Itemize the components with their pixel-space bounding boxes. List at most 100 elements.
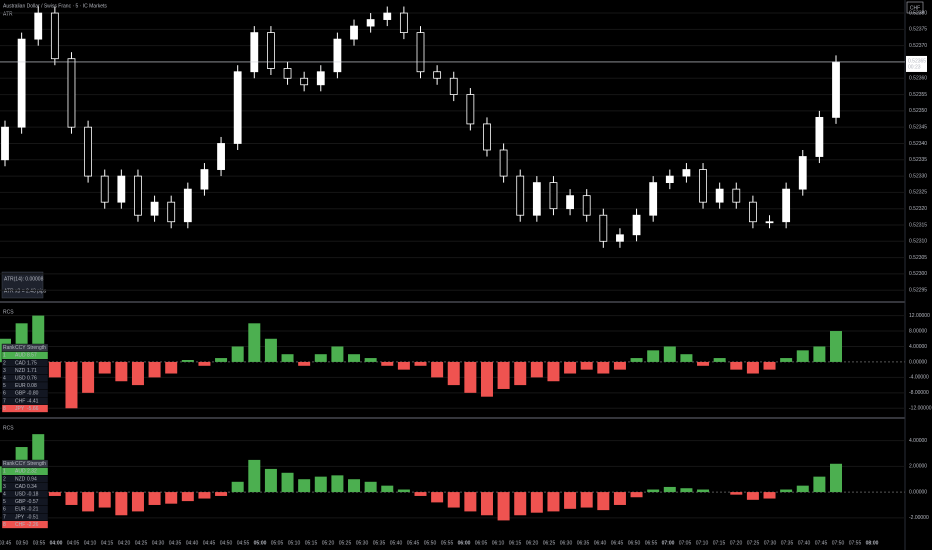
histogram-bar: [65, 361, 78, 409]
table-cell: 8: [3, 522, 6, 528]
histogram-bar: [564, 492, 577, 509]
candle-body: [217, 143, 225, 170]
x-tick-label: 07:50: [832, 540, 845, 546]
table-cell: JPY: [15, 406, 25, 412]
table-cell: -0.80: [27, 391, 39, 397]
y-tick-label: 0.52295: [909, 288, 927, 294]
histogram-bar: [796, 485, 809, 493]
x-tick-label: 06:25: [543, 540, 556, 546]
x-tick-label: 06:40: [594, 540, 607, 546]
histogram-bar: [181, 360, 194, 362]
histogram-bar: [331, 475, 344, 493]
histogram-bar: [597, 361, 610, 374]
histogram-bar: [298, 479, 311, 493]
histogram-bar: [381, 361, 394, 366]
candle-body: [416, 32, 425, 73]
histogram-bar: [680, 354, 693, 362]
table-cell: 4: [3, 492, 6, 498]
histogram-bar: [663, 346, 676, 362]
candle-body: [649, 182, 658, 216]
table-cell: 6: [3, 507, 6, 513]
candle-body: [117, 175, 126, 203]
histogram-bar: [264, 468, 277, 493]
histogram-bar: [198, 361, 211, 366]
y-tick-label: 0.00000: [909, 359, 927, 365]
y-tick-label: 0.52345: [909, 125, 927, 131]
histogram-bar: [98, 361, 111, 374]
atr-label: ATR(14): 0.00008: [4, 276, 44, 282]
currency-label[interactable]: CHF: [910, 5, 920, 11]
histogram-bar: [198, 492, 211, 499]
table-cell: 8.57: [27, 353, 37, 359]
candle-body: [549, 182, 558, 210]
histogram-bar: [148, 361, 161, 378]
candle-body: [183, 188, 192, 223]
histogram-bar: [231, 481, 244, 493]
histogram-bar: [630, 492, 643, 498]
y-tick-label: 12.00000: [909, 313, 930, 319]
table-cell: NZD: [15, 368, 26, 374]
y-tick-label: 0.00000: [909, 489, 927, 495]
x-tick-label: 07:20: [730, 540, 743, 546]
histogram-bar: [231, 346, 244, 362]
table-cell: -0.21: [27, 507, 39, 513]
histogram-bar: [613, 361, 626, 370]
currency-button[interactable]: [906, 1, 924, 14]
table-cell: 2: [3, 360, 6, 366]
x-tick-label: 05:30: [356, 540, 369, 546]
histogram-bar: [780, 489, 793, 493]
histogram-bar: [65, 492, 78, 505]
x-tick-label: 06:15: [509, 540, 522, 546]
histogram-bar: [98, 492, 111, 508]
histogram-bar: [331, 346, 344, 362]
histogram-bar: [381, 485, 394, 493]
table-cell: CHF: [15, 522, 25, 528]
candle-body: [350, 25, 358, 40]
histogram-bar: [314, 476, 327, 493]
y-tick-label: -8.00000: [909, 390, 929, 396]
candle-body: [233, 71, 242, 144]
histogram-bar: [630, 358, 643, 362]
pane-title: RCS: [3, 309, 14, 315]
histogram-bar: [763, 361, 776, 370]
x-tick-label: 04:15: [101, 540, 114, 546]
histogram-bar: [580, 361, 593, 370]
table-row: [1, 513, 49, 522]
histogram-bar: [830, 463, 842, 493]
candle-body: [632, 214, 641, 236]
candle-body: [532, 182, 541, 216]
histogram-bar: [480, 492, 493, 516]
x-tick-label: 04:20: [118, 540, 131, 546]
histogram-bar: [514, 361, 527, 386]
candle-body: [366, 19, 375, 27]
histogram-bar: [613, 492, 626, 505]
x-tick-label: 06:35: [577, 540, 590, 546]
table-row: [1, 404, 49, 413]
table-header: Rank: [3, 461, 15, 467]
candle-body: [100, 175, 109, 203]
histogram-bar: [497, 492, 510, 521]
table-cell: -2.26: [27, 522, 39, 528]
histogram-bar: [813, 346, 826, 362]
table-cell: 2: [3, 476, 6, 482]
histogram-bar: [530, 361, 543, 378]
histogram-bar: [497, 361, 510, 389]
indicator-label: ATR: [3, 11, 13, 17]
histogram-bar: [746, 361, 759, 374]
table-cell: NZD: [15, 476, 26, 482]
candle-body: [599, 214, 608, 242]
x-tick-label: 05:25: [339, 540, 352, 546]
table-cell: JPY: [15, 514, 25, 520]
x-tick-label: 03:45: [0, 540, 11, 546]
x-tick-label: 07:40: [798, 540, 811, 546]
x-tick-label: 07:00: [662, 540, 675, 546]
table-cell: 6: [3, 391, 6, 397]
y-tick-label: 4.00000: [909, 344, 927, 350]
y-tick-label: 0.52300: [909, 271, 927, 277]
y-tick-label: 0.52380: [909, 10, 927, 16]
histogram-bar: [298, 361, 311, 366]
table-cell: 2.32: [27, 469, 37, 475]
countdown: 00:23: [908, 64, 921, 70]
histogram-bar: [697, 361, 710, 366]
